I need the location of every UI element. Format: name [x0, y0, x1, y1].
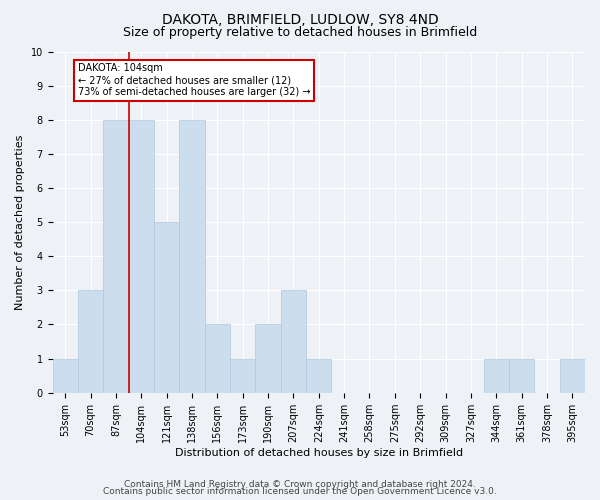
Text: DAKOTA, BRIMFIELD, LUDLOW, SY8 4ND: DAKOTA, BRIMFIELD, LUDLOW, SY8 4ND [161, 12, 439, 26]
Bar [103, 120, 128, 392]
Text: Contains public sector information licensed under the Open Government Licence v3: Contains public sector information licen… [103, 487, 497, 496]
Bar [484, 358, 509, 392]
Bar [205, 324, 230, 392]
Text: Contains HM Land Registry data © Crown copyright and database right 2024.: Contains HM Land Registry data © Crown c… [124, 480, 476, 489]
Y-axis label: Number of detached properties: Number of detached properties [15, 134, 25, 310]
Bar [128, 120, 154, 392]
Bar [154, 222, 179, 392]
Bar [560, 358, 585, 392]
Bar [281, 290, 306, 392]
Bar [306, 358, 331, 392]
Text: Size of property relative to detached houses in Brimfield: Size of property relative to detached ho… [123, 26, 477, 39]
Text: DAKOTA: 104sqm
← 27% of detached houses are smaller (12)
73% of semi-detached ho: DAKOTA: 104sqm ← 27% of detached houses … [78, 64, 310, 96]
Bar [53, 358, 78, 392]
Bar [256, 324, 281, 392]
Bar [230, 358, 256, 392]
Bar [78, 290, 103, 392]
X-axis label: Distribution of detached houses by size in Brimfield: Distribution of detached houses by size … [175, 448, 463, 458]
Bar [509, 358, 534, 392]
Bar [179, 120, 205, 392]
